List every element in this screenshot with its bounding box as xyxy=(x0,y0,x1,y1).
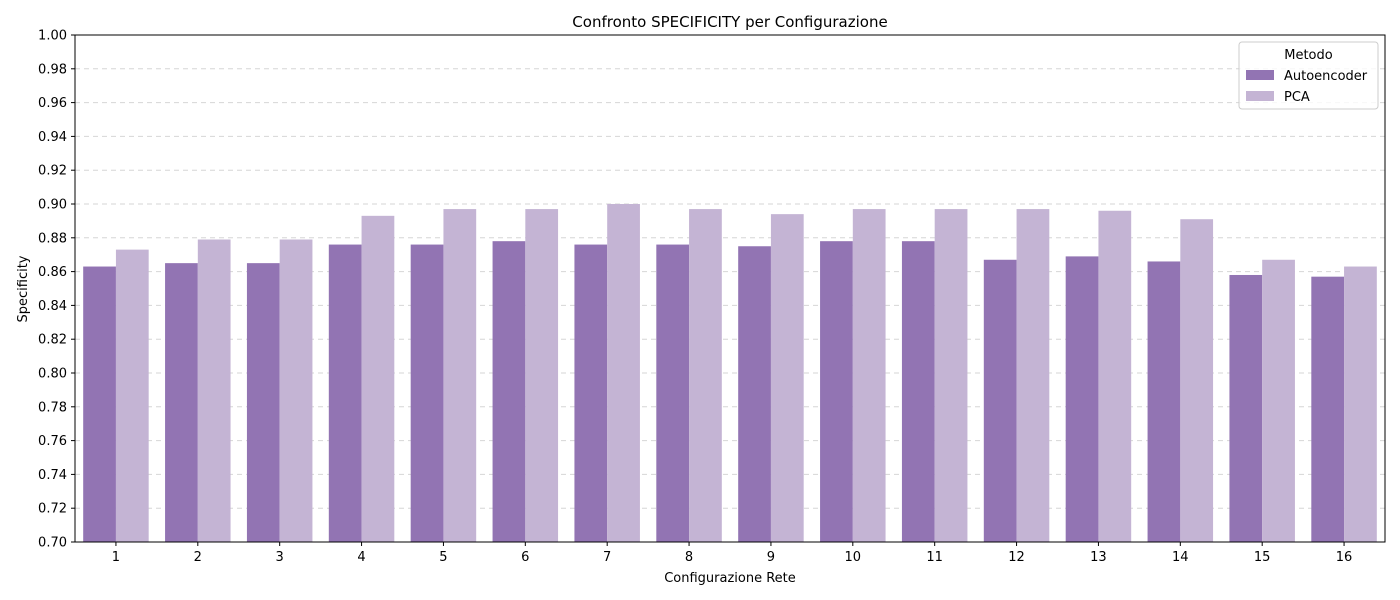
chart-title: Confronto SPECIFICITY per Configurazione xyxy=(572,13,887,31)
x-tick-label: 14 xyxy=(1172,550,1189,565)
legend: Metodo Autoencoder PCA xyxy=(1238,41,1379,110)
x-tick-label: 9 xyxy=(767,550,775,565)
y-tick-label: 0.80 xyxy=(38,367,67,382)
y-tick-label: 0.82 xyxy=(38,333,67,348)
bar-autoencoder-3 xyxy=(246,263,280,542)
bar-autoencoder-8 xyxy=(656,244,690,542)
bar-pca-6 xyxy=(525,209,559,542)
x-tick-label: 11 xyxy=(926,550,943,565)
bar-pca-7 xyxy=(607,204,640,542)
bar-autoencoder-2 xyxy=(165,263,198,542)
bar-pca-1 xyxy=(115,249,149,542)
y-tick-label: 0.72 xyxy=(38,502,67,517)
y-tick-label: 0.76 xyxy=(38,434,67,449)
bar-pca-12 xyxy=(1016,209,1050,542)
bar-pca-2 xyxy=(197,239,231,543)
x-tick-label: 5 xyxy=(439,550,447,565)
x-tick-label: 7 xyxy=(603,550,611,565)
bar-pca-5 xyxy=(443,209,477,542)
bar-pca-15 xyxy=(1262,259,1295,542)
x-tick-label: 6 xyxy=(521,550,529,565)
x-tick-label: 15 xyxy=(1254,550,1271,565)
legend-swatch-pca xyxy=(1246,91,1274,101)
y-tick-label: 0.74 xyxy=(38,468,67,483)
bar-pca-4 xyxy=(361,215,395,542)
y-tick-label: 0.70 xyxy=(38,536,67,551)
y-tick-label: 0.78 xyxy=(38,400,67,415)
bar-pca-3 xyxy=(279,239,313,543)
y-axis-label: Specificity xyxy=(16,255,31,322)
x-tick-label: 12 xyxy=(1008,550,1025,565)
bar-pca-13 xyxy=(1098,210,1132,542)
bar-autoencoder-15 xyxy=(1229,274,1263,542)
y-tick-label: 0.96 xyxy=(38,96,67,111)
bar-autoencoder-4 xyxy=(328,244,362,542)
bar-autoencoder-12 xyxy=(983,259,1017,542)
y-tick-label: 0.90 xyxy=(38,198,67,213)
legend-swatch-autoencoder xyxy=(1246,70,1274,80)
bar-autoencoder-10 xyxy=(820,241,853,542)
x-tick-label: 1 xyxy=(112,550,120,565)
y-tick-label: 0.88 xyxy=(38,231,67,246)
y-tick-label: 0.86 xyxy=(38,265,67,280)
bar-autoencoder-11 xyxy=(901,241,935,542)
x-tick-label: 8 xyxy=(685,550,693,565)
y-tick-label: 0.94 xyxy=(38,130,67,145)
bars xyxy=(83,204,1377,543)
bar-autoencoder-5 xyxy=(410,244,444,542)
x-tick-label: 2 xyxy=(194,550,202,565)
y-tick-label: 0.98 xyxy=(38,62,67,77)
bar-pca-16 xyxy=(1344,266,1377,542)
bar-autoencoder-16 xyxy=(1311,276,1345,542)
x-tick-label: 3 xyxy=(276,550,284,565)
x-axis-label: Configurazione Rete xyxy=(664,571,796,586)
bar-pca-10 xyxy=(852,209,886,542)
bar-pca-9 xyxy=(770,214,804,542)
bar-autoencoder-14 xyxy=(1147,261,1181,542)
x-tick-label: 16 xyxy=(1336,550,1353,565)
bar-autoencoder-6 xyxy=(492,241,526,542)
bar-pca-14 xyxy=(1180,219,1214,542)
y-axis: 0.70 0.72 0.74 0.76 0.78 0.80 0.82 0.84 0.86 0.88… xyxy=(38,29,75,551)
x-axis: 1 2 3 4 5 6 7 8 9 10 11 12 13 14 15 16 xyxy=(112,542,1353,565)
y-tick-label: 1.00 xyxy=(38,29,67,44)
bar-pca-11 xyxy=(934,209,968,542)
plot-frame xyxy=(74,34,1386,543)
x-tick-label: 13 xyxy=(1090,550,1107,565)
bar-autoencoder-13 xyxy=(1065,256,1099,542)
bar-autoencoder-9 xyxy=(738,246,771,542)
legend-label-pca: PCA xyxy=(1284,90,1310,105)
bar-pca-8 xyxy=(689,209,722,542)
legend-title: Metodo xyxy=(1284,48,1333,63)
x-tick-label: 10 xyxy=(845,550,862,565)
bar-autoencoder-7 xyxy=(574,244,608,542)
legend-label-autoencoder: Autoencoder xyxy=(1284,69,1368,84)
y-tick-label: 0.92 xyxy=(38,164,67,179)
bar-autoencoder-1 xyxy=(83,266,116,542)
x-tick-label: 4 xyxy=(357,550,365,565)
y-tick-label: 0.84 xyxy=(38,299,67,314)
